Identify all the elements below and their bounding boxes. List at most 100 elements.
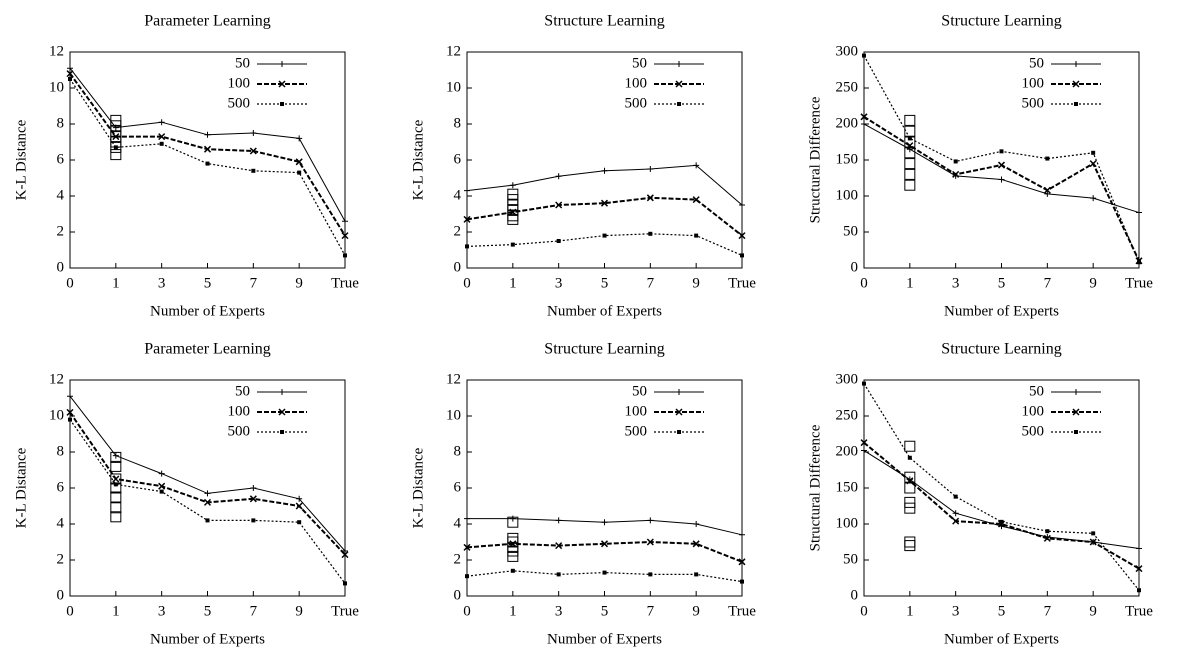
- y-tick-label: 2: [454, 223, 462, 239]
- expert-point: [904, 440, 916, 452]
- y-axis-label: K-L Distance: [13, 119, 29, 200]
- point: [998, 176, 1005, 183]
- point: [341, 232, 349, 240]
- x-axis-label: Number of Experts: [547, 303, 662, 319]
- legend-label: 500: [228, 95, 251, 111]
- x-tick-label: 1: [112, 603, 120, 619]
- point: [1072, 408, 1080, 416]
- legend-label: 50: [632, 55, 647, 71]
- point: [279, 61, 285, 67]
- point: [205, 518, 210, 523]
- y-tick-label: 0: [454, 587, 462, 603]
- point: [203, 145, 212, 153]
- y-tick-label: 50: [843, 223, 858, 239]
- point: [205, 161, 210, 166]
- x-tick-label: True: [728, 603, 756, 619]
- x-tick-label: 1: [509, 603, 517, 619]
- y-tick-label: 8: [454, 115, 462, 131]
- point: [295, 158, 303, 166]
- point: [675, 408, 683, 416]
- x-axis-label: Number of Experts: [944, 303, 1059, 319]
- point: [740, 579, 744, 584]
- x-tick-label: 7: [250, 275, 258, 291]
- point: [67, 65, 73, 72]
- point: [279, 389, 285, 395]
- legend-label: 100: [625, 403, 648, 419]
- panel: Parameter Learning Number of Experts K-L D…: [13, 13, 359, 320]
- expert-point: [110, 511, 122, 523]
- x-axis-label: Number of Experts: [944, 631, 1059, 647]
- y-tick-label: 300: [836, 371, 859, 387]
- y-tick-label: 2: [57, 223, 65, 239]
- point: [1135, 565, 1143, 573]
- point: [509, 182, 516, 189]
- expert-point: [507, 516, 519, 528]
- point: [68, 77, 72, 81]
- y-tick-label: 200: [836, 443, 859, 459]
- x-tick-label: 9: [295, 275, 303, 291]
- y-tick-label: 12: [49, 371, 64, 387]
- point: [249, 495, 257, 503]
- x-tick-label: 5: [601, 275, 609, 291]
- point: [158, 133, 166, 141]
- point: [862, 53, 866, 58]
- point: [463, 543, 471, 551]
- point: [510, 242, 515, 247]
- point: [952, 510, 959, 517]
- panel: Structure Learning Number of Experts K-L D…: [410, 13, 756, 320]
- legend-label: 500: [625, 423, 648, 439]
- point: [647, 517, 654, 524]
- x-tick-label: 9: [1089, 603, 1097, 619]
- point: [1136, 545, 1142, 552]
- point: [1043, 534, 1051, 542]
- legend-label: 50: [1029, 55, 1044, 71]
- point: [296, 495, 303, 502]
- point: [862, 381, 866, 386]
- panel: Structure Learning Number of Experts K-L D…: [410, 341, 756, 648]
- point: [677, 102, 681, 106]
- point: [738, 558, 746, 566]
- y-tick-label: 6: [57, 479, 65, 495]
- point: [249, 147, 257, 155]
- x-tick-label: 9: [692, 603, 700, 619]
- y-tick-label: 200: [836, 115, 859, 131]
- x-tick-label: 5: [204, 603, 212, 619]
- legend-label: 50: [1029, 383, 1044, 399]
- y-axis-label: Structural Difference: [807, 96, 823, 223]
- point: [1074, 430, 1078, 434]
- panel: Parameter Learning Number of Experts K-L D…: [13, 341, 359, 648]
- point: [555, 201, 563, 209]
- y-tick-label: 0: [454, 259, 462, 275]
- expert-point: [904, 158, 916, 170]
- y-axis-label: K-L Distance: [410, 119, 426, 200]
- x-tick-label: 3: [158, 275, 166, 291]
- x-tick-label: True: [1125, 275, 1153, 291]
- panel: Structure Learning Number of Experts Struc…: [807, 13, 1153, 320]
- point: [158, 119, 165, 126]
- point: [1045, 156, 1050, 161]
- point: [250, 485, 257, 491]
- chart-title: Structure Learning: [941, 13, 1061, 30]
- legend-label: 50: [235, 55, 250, 71]
- point: [555, 517, 562, 524]
- point: [204, 131, 211, 138]
- point: [646, 194, 654, 202]
- point: [694, 233, 699, 238]
- y-tick-label: 4: [57, 515, 65, 531]
- point: [1072, 80, 1080, 88]
- x-tick-label: 0: [463, 603, 471, 619]
- point: [278, 80, 286, 88]
- point: [1091, 150, 1096, 155]
- y-tick-label: 8: [57, 443, 65, 459]
- point: [602, 570, 607, 575]
- point: [297, 520, 302, 525]
- point: [676, 389, 682, 395]
- point: [740, 253, 744, 258]
- y-tick-label: 100: [836, 515, 859, 531]
- point: [342, 548, 348, 554]
- point: [676, 61, 682, 67]
- point: [738, 232, 746, 240]
- y-tick-label: 8: [57, 115, 65, 131]
- x-tick-label: 7: [647, 603, 655, 619]
